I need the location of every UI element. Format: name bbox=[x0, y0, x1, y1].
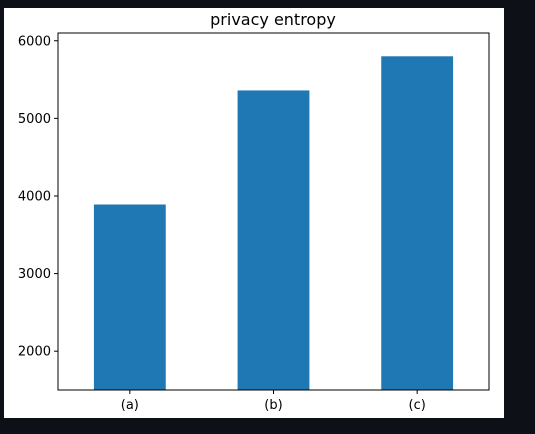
x-axis: (a) (b) (c) bbox=[121, 390, 426, 413]
y-tick-label: 6000 bbox=[18, 34, 51, 49]
bar-2 bbox=[381, 56, 454, 391]
x-tick-label: (a) bbox=[121, 398, 139, 413]
y-tick-label: 5000 bbox=[18, 112, 51, 127]
x-tick-label: (b) bbox=[264, 398, 282, 413]
bars-group bbox=[93, 56, 454, 391]
bar-1 bbox=[237, 90, 310, 391]
y-tick-label: 4000 bbox=[18, 189, 51, 204]
y-tick-label: 2000 bbox=[18, 345, 51, 360]
chart-figure: privacy entropy 2000 3000 4000 5000 6000 (a)… bbox=[4, 8, 504, 418]
y-tick-label: 3000 bbox=[18, 267, 51, 282]
plot-frame bbox=[57, 32, 490, 391]
chart-title: privacy entropy bbox=[210, 10, 336, 29]
bar-chart: privacy entropy 2000 3000 4000 5000 6000 (a)… bbox=[18, 10, 490, 413]
bar-0 bbox=[93, 204, 166, 390]
x-tick-label: (c) bbox=[409, 398, 426, 413]
y-axis: 2000 3000 4000 5000 6000 bbox=[18, 34, 58, 360]
